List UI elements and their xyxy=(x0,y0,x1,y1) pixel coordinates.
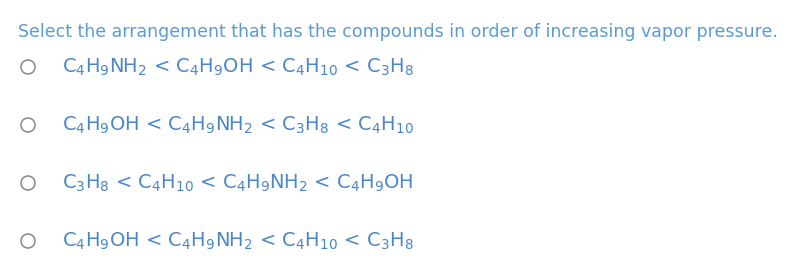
Text: C$_4$H$_9$NH$_2$ < C$_4$H$_9$OH < C$_4$H$_{10}$ < C$_3$H$_8$: C$_4$H$_9$NH$_2$ < C$_4$H$_9$OH < C$_4$H… xyxy=(62,56,413,78)
Text: Select the arrangement that has the compounds in order of increasing vapor press: Select the arrangement that has the comp… xyxy=(18,23,778,41)
Text: C$_4$H$_9$OH < C$_4$H$_9$NH$_2$ < C$_4$H$_{10}$ < C$_3$H$_8$: C$_4$H$_9$OH < C$_4$H$_9$NH$_2$ < C$_4$H… xyxy=(62,230,413,252)
Text: C$_3$H$_8$ < C$_4$H$_{10}$ < C$_4$H$_9$NH$_2$ < C$_4$H$_9$OH: C$_3$H$_8$ < C$_4$H$_{10}$ < C$_4$H$_9$N… xyxy=(62,172,413,194)
Text: C$_4$H$_9$OH < C$_4$H$_9$NH$_2$ < C$_3$H$_8$ < C$_4$H$_{10}$: C$_4$H$_9$OH < C$_4$H$_9$NH$_2$ < C$_3$H… xyxy=(62,114,414,136)
